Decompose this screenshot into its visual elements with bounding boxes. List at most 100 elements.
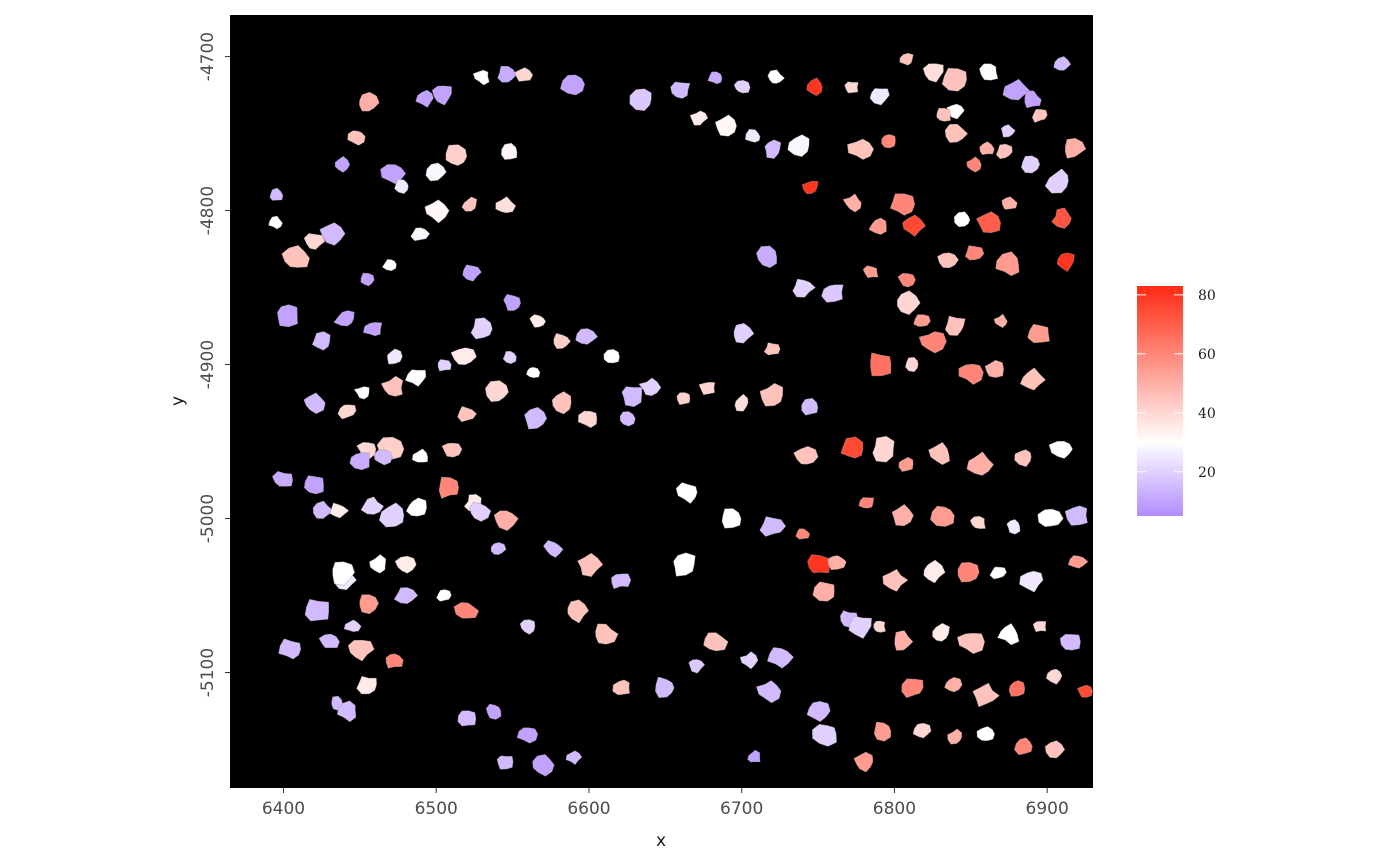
cell-polygon [676,392,691,405]
cell-polygon [441,442,463,458]
cell-polygon [281,245,310,268]
cell-polygon [1008,680,1026,697]
cell-polygon [873,721,892,742]
cell-polygon [312,500,335,519]
cell-polygon [1077,684,1093,698]
cell-polygon [848,615,872,639]
cell-polygon [462,264,482,282]
legend-tick-label: 60 [1198,347,1216,363]
cell-polygon [450,347,477,365]
cell-polygon [897,290,921,316]
cell-polygon [1059,634,1081,651]
cell-polygon [891,504,914,527]
cell-polygon [333,310,355,327]
cell-polygon [734,393,749,412]
cell-polygon [356,675,377,695]
cell-polygon [792,278,816,298]
cell-polygon [997,623,1020,646]
cell-polygon [304,475,324,495]
y-tick-label: -5100 [198,648,218,697]
cell-polygon [1001,196,1018,210]
cell-polygon [514,67,534,82]
cell-polygon [993,313,1008,328]
cell-polygon [394,179,409,194]
cell-polygon [928,441,950,466]
cell-polygon [1019,570,1044,593]
cell-polygon [739,651,759,670]
cell-polygon [575,328,598,345]
cell-polygon [336,700,357,723]
color-legend: 20 40 60 80 [1137,286,1216,516]
cell-polygon [744,128,761,143]
cell-polygon [551,391,572,415]
cell-polygon [629,88,652,111]
cell-polygon [453,602,480,619]
cell-polygon [984,359,1004,378]
cell-polygon [806,701,831,722]
cell-polygon [311,331,331,351]
cell-polygon [278,638,302,660]
cell-polygon [953,211,971,228]
cell-polygon [905,357,919,373]
cell-polygon [612,679,630,696]
cell-polygon [995,251,1020,277]
cell-polygon [329,502,350,519]
cell-polygon [1051,207,1072,229]
y-tick-label: -4900 [198,340,218,389]
cell-polygon [1044,740,1066,759]
cell-polygon [445,144,468,166]
cell-polygon [889,193,916,216]
cell-polygon [902,214,926,237]
cell-polygon [964,245,985,261]
cell-polygon [277,304,298,328]
cell-polygon [470,317,493,340]
legend-tick-label: 20 [1198,465,1216,481]
cell-polygon [553,333,571,349]
cell-polygon [1048,440,1073,459]
cell-polygon [1053,56,1072,71]
cell-polygon [373,449,393,466]
cell-polygon [989,566,1007,580]
cell-polygon [337,404,357,420]
cell-polygon [1064,137,1087,159]
cell-polygon [698,382,716,396]
cell-polygon [958,363,984,385]
cell-polygon [901,678,924,698]
cell-polygon [496,755,514,770]
cell-polygon [944,677,963,693]
legend-ticks: 20 40 60 80 [1137,288,1216,481]
cell-polygon [1002,78,1030,101]
legend-tick-label: 80 [1198,288,1216,304]
cell-polygon [689,110,709,126]
cell-polygon [957,562,980,583]
legend-tick-label: 40 [1198,406,1216,422]
cell-polygon [844,81,859,94]
cell-polygon [995,143,1013,160]
cell-polygon [821,284,844,303]
cell-polygon [519,619,536,635]
cell-polygon [516,727,539,744]
cell-polygon [493,510,519,531]
cell-polygon [532,754,555,777]
x-axis-title: x [656,831,666,851]
cell-polygon [526,366,541,379]
x-tick-label: 6600 [567,799,610,819]
cell-polygon [405,497,427,517]
cell-polygon [1014,449,1032,467]
cell-polygon [721,508,742,529]
cell-polygon [807,554,831,574]
cell-polygon [469,501,492,522]
cell-polygon [1006,519,1021,535]
cell-polygon [543,540,564,558]
cell-polygon [1000,124,1016,138]
cell-polygon [767,69,785,84]
cell-polygon [688,659,706,674]
cell-polygon [979,141,995,156]
cell-polygon [670,81,691,99]
cell-polygon [304,599,330,622]
cell-polygon [795,528,811,540]
cell-polygon [764,139,782,159]
cell-polygon [862,265,879,279]
y-tick-label: -5000 [198,494,218,543]
